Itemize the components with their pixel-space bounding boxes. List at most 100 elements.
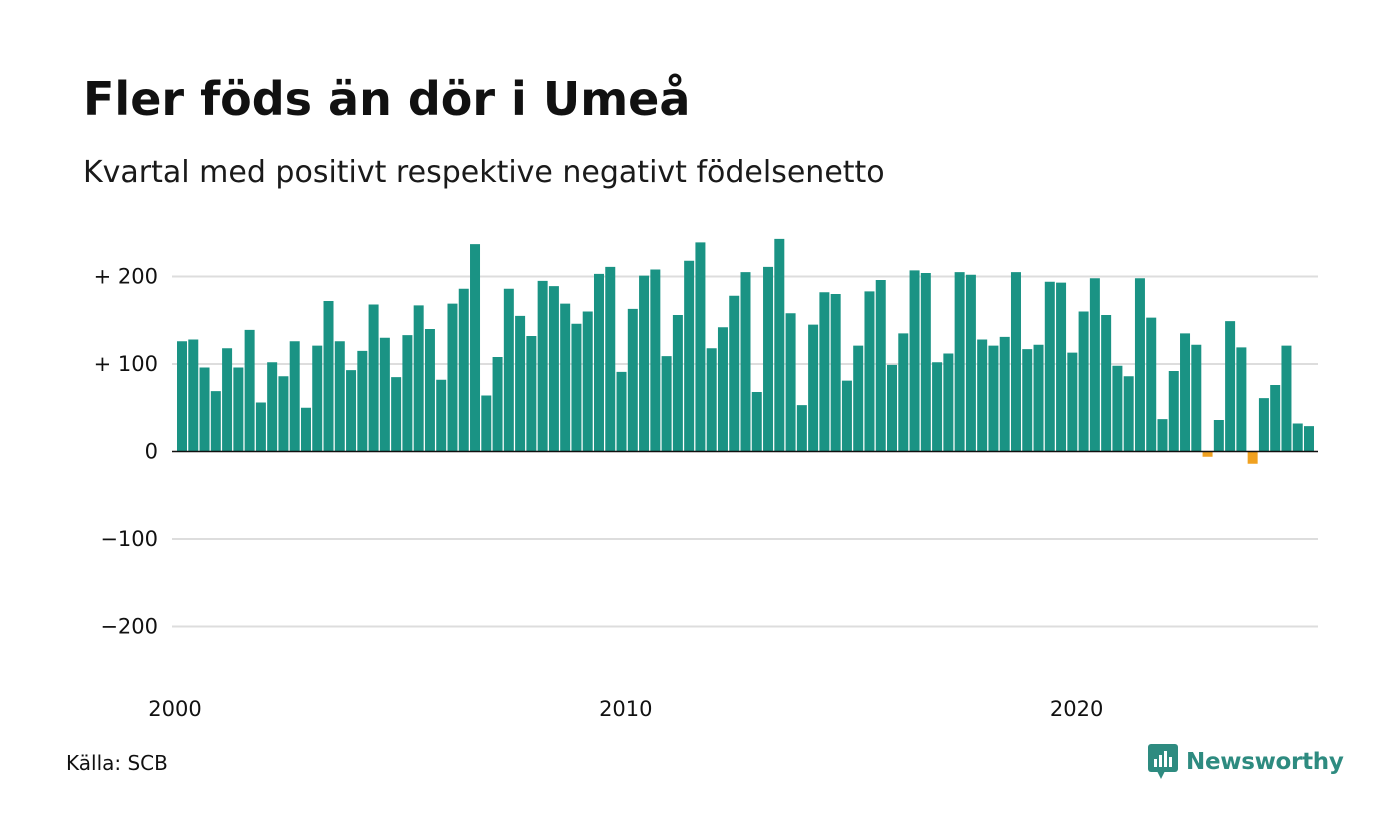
bar xyxy=(672,315,683,452)
bar xyxy=(1067,352,1078,452)
bar xyxy=(616,371,627,452)
bar xyxy=(436,379,447,452)
bar xyxy=(255,402,266,452)
bar xyxy=(785,313,796,452)
bar xyxy=(695,242,706,452)
bar xyxy=(571,323,582,452)
bar xyxy=(943,353,954,452)
bar xyxy=(1089,278,1100,452)
chart-title: Fler föds än dör i Umeå xyxy=(83,72,691,126)
bar xyxy=(808,324,819,452)
bar xyxy=(751,392,762,452)
bar xyxy=(1180,333,1191,452)
bar xyxy=(684,260,695,452)
bar xyxy=(1112,365,1123,452)
bar xyxy=(740,272,751,452)
bar xyxy=(977,339,988,452)
bar xyxy=(1157,419,1168,452)
bar xyxy=(312,345,323,452)
x-tick-label: 2000 xyxy=(148,697,201,721)
bar xyxy=(379,337,390,452)
bar xyxy=(1056,282,1067,452)
bar xyxy=(650,269,661,452)
bar xyxy=(1044,281,1055,452)
bar xyxy=(267,362,278,452)
bar xyxy=(1191,344,1202,452)
bar xyxy=(954,272,965,452)
bar xyxy=(1033,344,1044,452)
bar xyxy=(898,333,909,452)
bar xyxy=(1101,315,1112,452)
bar xyxy=(391,377,402,452)
bar xyxy=(1168,371,1179,452)
bar xyxy=(424,329,435,452)
bar xyxy=(965,274,976,452)
bar xyxy=(729,295,740,452)
bar xyxy=(1292,423,1303,452)
bar xyxy=(796,405,807,452)
bar xyxy=(470,244,481,452)
bar xyxy=(932,362,943,452)
bar xyxy=(627,308,638,452)
x-tick-label: 2010 xyxy=(599,697,652,721)
y-tick-label: 0 xyxy=(145,440,158,464)
bar xyxy=(357,350,368,452)
bar-chart: + 200 + 100 0 −100 −200 2000 2010 2020 xyxy=(94,238,1318,721)
bar xyxy=(515,315,526,452)
bar xyxy=(706,348,717,452)
bar xyxy=(1258,398,1269,452)
bar xyxy=(503,288,514,452)
bar xyxy=(492,357,503,452)
bar xyxy=(763,266,774,452)
bar xyxy=(289,341,300,452)
bar xyxy=(413,305,424,452)
bar xyxy=(323,301,334,452)
bar xyxy=(1236,347,1247,452)
bar xyxy=(1281,345,1292,452)
bar xyxy=(841,380,852,452)
bar xyxy=(1078,311,1089,452)
bar xyxy=(1225,321,1236,452)
bar xyxy=(447,303,458,452)
bar xyxy=(548,286,559,452)
bar xyxy=(988,345,999,452)
bar xyxy=(639,275,650,452)
bar xyxy=(210,391,221,452)
bar xyxy=(819,292,830,452)
bar xyxy=(853,345,864,452)
newsworthy-logo: Newsworthy xyxy=(1148,744,1344,780)
bar xyxy=(1123,376,1134,452)
bar xyxy=(1247,451,1258,464)
bar xyxy=(177,341,187,452)
bar xyxy=(233,367,244,452)
bar xyxy=(537,280,548,452)
bar xyxy=(222,348,233,452)
newsworthy-logo-text: Newsworthy xyxy=(1186,749,1344,775)
bar xyxy=(593,273,604,452)
bars xyxy=(177,238,1314,464)
chart-subtitle: Kvartal med positivt respektive negativt… xyxy=(83,155,885,190)
bar xyxy=(887,364,898,452)
bar xyxy=(188,339,199,452)
bar xyxy=(346,370,357,452)
y-tick-label: −100 xyxy=(100,527,158,551)
bar xyxy=(300,407,311,452)
bar xyxy=(830,294,841,452)
y-tick-label: + 100 xyxy=(94,352,158,376)
x-axis-labels: 2000 2010 2020 xyxy=(148,697,1103,721)
source-note: Källa: SCB xyxy=(66,751,168,775)
y-tick-label: −200 xyxy=(100,615,158,639)
bar xyxy=(661,356,672,452)
bar xyxy=(458,288,469,452)
bar xyxy=(717,327,728,452)
bar xyxy=(199,367,210,452)
bar xyxy=(864,291,875,452)
bar xyxy=(875,280,886,452)
bar xyxy=(526,336,537,452)
bar xyxy=(1010,272,1021,452)
bar xyxy=(402,335,413,452)
bar xyxy=(1213,420,1224,452)
bar xyxy=(560,303,571,452)
bar xyxy=(278,376,289,452)
y-tick-label: + 200 xyxy=(94,265,158,289)
